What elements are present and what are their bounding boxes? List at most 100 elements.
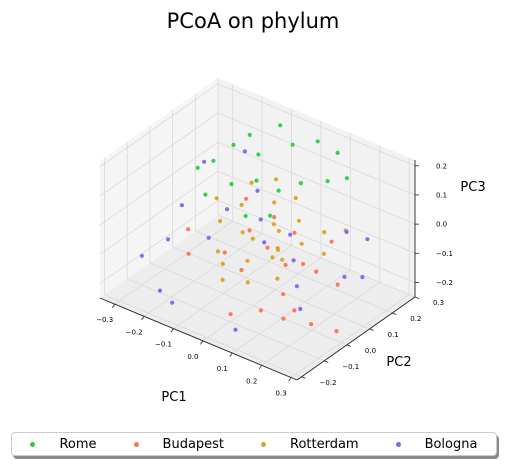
data-point-rome	[335, 150, 340, 155]
data-point-rotterdam	[249, 180, 254, 185]
data-point-bologna	[258, 217, 263, 222]
data-point-bologna	[179, 203, 184, 208]
data-point-budapest	[244, 196, 249, 201]
data-point-budapest	[186, 251, 191, 256]
data-point-rome	[229, 181, 234, 187]
y-gridline	[172, 246, 370, 330]
data-point-rome	[315, 139, 320, 144]
data-point-rome	[290, 142, 295, 147]
x-gridline	[261, 281, 380, 366]
data-point-rotterdam	[321, 251, 326, 256]
y-tick-label: 0.1	[388, 331, 399, 339]
data-point-budapest	[334, 329, 339, 334]
data-point-budapest	[222, 250, 227, 255]
data-point-rotterdam	[220, 277, 225, 282]
data-point-rotterdam	[218, 219, 223, 224]
data-point-bologna	[360, 275, 365, 280]
data-point-rome	[243, 213, 248, 219]
x-tick-mark	[288, 377, 292, 382]
data-point-rome	[203, 192, 208, 197]
data-point-rotterdam	[245, 258, 250, 263]
data-point-rotterdam	[280, 257, 285, 262]
data-point-rotterdam	[275, 247, 281, 252]
data-point-rotterdam	[239, 202, 244, 207]
data-point-bologna	[206, 235, 211, 240]
x-tick-label: −0.2	[126, 328, 143, 336]
z-axis-label: PC3	[460, 180, 485, 195]
data-point-budapest	[228, 312, 233, 317]
x-tick-mark	[170, 328, 174, 333]
data-point-rome	[256, 152, 261, 157]
data-point-budapest	[335, 282, 340, 287]
data-point-budapest	[283, 262, 288, 268]
legend-label-rome: Rome	[59, 436, 97, 452]
data-point-rotterdam	[299, 241, 304, 246]
x-tick-label: 0.3	[276, 390, 287, 398]
data-point-bologna	[170, 300, 175, 305]
floor-pane	[100, 215, 415, 380]
z-gridline	[99, 141, 219, 226]
x-tick-label: 0.0	[187, 353, 198, 361]
y-gridline	[104, 294, 302, 378]
data-point-bologna	[294, 284, 299, 289]
x-axis-line	[99, 297, 298, 381]
y-gridline	[195, 230, 393, 314]
legend-marker-bologna	[395, 441, 401, 447]
data-point-bologna	[342, 274, 347, 279]
data-point-rome	[231, 142, 236, 147]
chart-legend: Rome Budapest Rotterdam Bologna	[11, 432, 497, 456]
y-axis-line	[296, 296, 416, 381]
data-point-rome	[268, 213, 273, 218]
data-point-bologna	[255, 188, 260, 193]
data-point-budapest	[292, 308, 297, 313]
y-tick-label: −0.1	[342, 363, 359, 371]
z-tick-label: −0.1	[436, 250, 453, 258]
data-point-budapest	[281, 292, 286, 297]
x-gridline	[114, 220, 233, 305]
legend-marker-budapest	[133, 441, 139, 447]
x-axis-label: PC1	[161, 390, 186, 405]
x-tick-mark	[111, 303, 116, 308]
data-point-rotterdam	[270, 255, 275, 260]
data-point-budapest	[329, 239, 334, 244]
y-tick-mark	[346, 344, 352, 347]
z-gridline	[217, 141, 416, 225]
y-tick-mark	[392, 312, 397, 315]
back-pane	[218, 78, 415, 297]
x-tick-mark	[141, 316, 145, 321]
x-tick-label: 0.1	[217, 365, 228, 373]
x-tick-label: −0.3	[96, 316, 113, 324]
legend-item-rome: Rome	[30, 436, 97, 452]
data-point-rotterdam	[273, 177, 279, 182]
data-point-bologna	[298, 306, 303, 312]
y-axis-label: PC2	[386, 355, 411, 370]
data-point-budapest	[272, 215, 277, 220]
x-gridline	[202, 257, 322, 342]
data-point-bologna	[225, 207, 230, 212]
data-point-rotterdam	[245, 280, 250, 285]
y-tick-mark	[324, 360, 329, 363]
data-point-budapest	[265, 245, 270, 250]
grid-lines	[99, 78, 416, 378]
x-tick-label: 0.2	[246, 377, 257, 385]
data-point-budapest	[239, 267, 244, 273]
data-point-budapest	[247, 228, 252, 233]
data-point-rome	[254, 178, 259, 183]
data-point-rotterdam	[250, 236, 255, 241]
z-gridline	[99, 112, 219, 197]
data-point-rotterdam	[271, 222, 276, 227]
data-point-budapest	[281, 316, 286, 321]
tick-labels: −0.3 −0.2 −0.1 0.0 0.1 0.2 0.3 −0.2 −0.1 0.0 0.1 0.…	[96, 162, 453, 397]
axis-panes	[100, 78, 415, 380]
data-point-rotterdam	[276, 228, 281, 234]
data-point-rome	[278, 123, 283, 128]
data-point-bologna	[291, 258, 296, 263]
data-point-bologna	[365, 237, 370, 242]
x-tick-mark	[258, 365, 263, 370]
y-tick-mark	[414, 296, 420, 299]
x-gridline	[290, 294, 410, 378]
legend-label-budapest: Budapest	[162, 436, 225, 452]
z-gridline	[217, 170, 416, 254]
data-point-rome	[325, 179, 330, 184]
data-point-rome	[247, 132, 252, 137]
